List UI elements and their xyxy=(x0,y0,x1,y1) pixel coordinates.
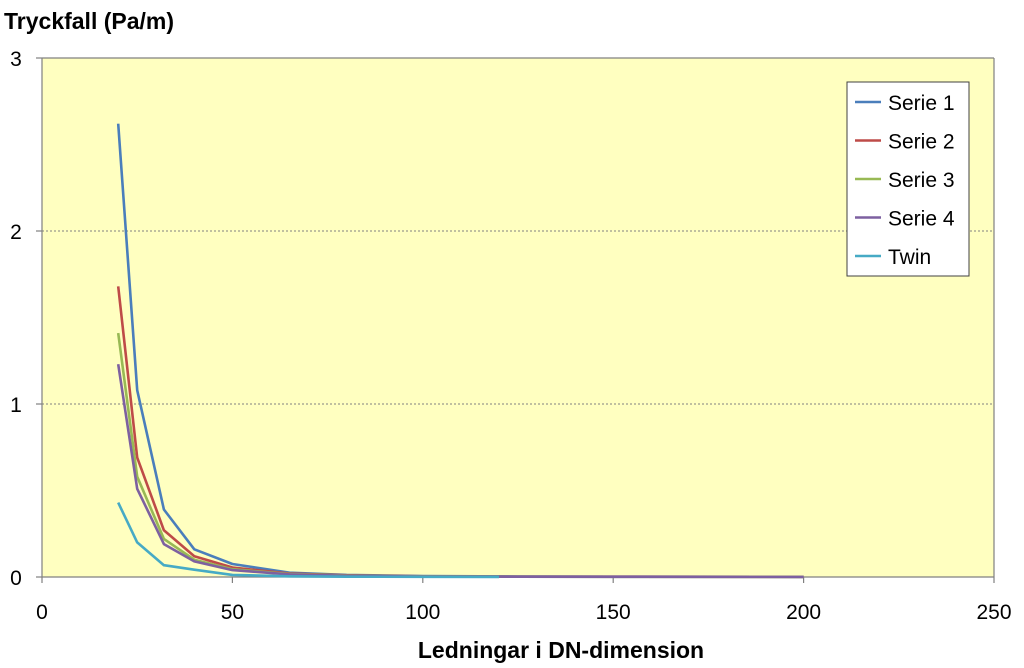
y-tick-label: 0 xyxy=(10,567,22,590)
x-tick-label: 200 xyxy=(786,601,821,624)
x-tick-label: 50 xyxy=(221,601,244,624)
x-tick-labels: 0 50 100 150 200 250 xyxy=(36,601,1011,624)
legend-label: Twin xyxy=(888,246,931,269)
x-tick-label: 250 xyxy=(976,601,1011,624)
x-tick-label: 150 xyxy=(596,601,631,624)
legend: Serie 1 Serie 2 Serie 3 Serie 4 Twin xyxy=(846,81,970,277)
x-tick-label: 0 xyxy=(36,601,48,624)
x-tick-label: 100 xyxy=(405,601,440,624)
legend-label: Serie 2 xyxy=(888,131,955,154)
y-tick-label: 3 xyxy=(10,48,22,71)
plot-area xyxy=(42,58,994,577)
x-axis-label: Ledningar i DN-dimension xyxy=(418,637,704,663)
legend-label: Serie 1 xyxy=(888,92,955,115)
y-tick-labels: 0 1 2 3 xyxy=(10,48,22,590)
legend-label: Serie 3 xyxy=(888,169,955,192)
series-line-5 xyxy=(117,502,500,579)
gridlines xyxy=(42,230,994,405)
series-line-4 xyxy=(116,364,804,579)
legend-label: Serie 4 xyxy=(888,208,955,231)
y-tick-label: 2 xyxy=(10,221,22,244)
y-tick-label: 1 xyxy=(10,394,22,417)
series-lines xyxy=(116,123,804,579)
y-axis-label: Tryckfall (Pa/m) xyxy=(4,8,174,34)
